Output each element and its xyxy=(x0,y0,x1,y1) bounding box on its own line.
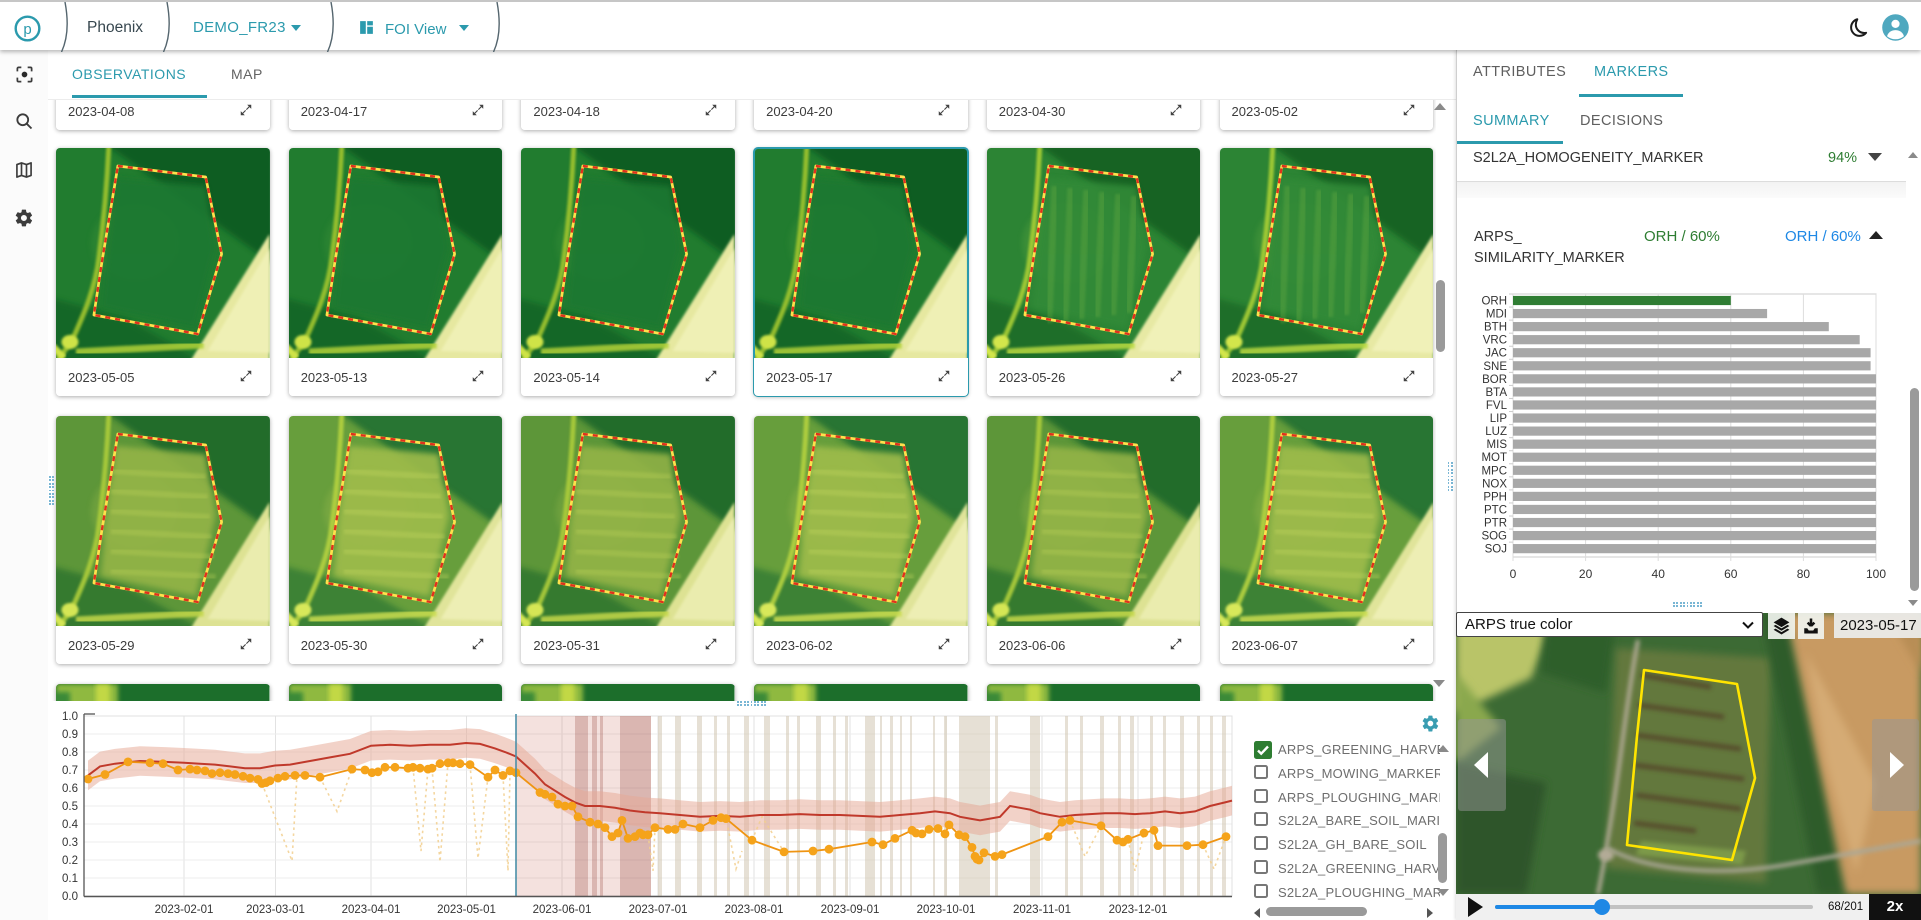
svg-text:PPH: PPH xyxy=(1483,491,1507,503)
svg-text:MOT: MOT xyxy=(1481,452,1507,464)
svg-text:SOJ: SOJ xyxy=(1485,544,1507,556)
svg-text:2023-06-01: 2023-06-01 xyxy=(533,904,592,916)
svg-text:BTA: BTA xyxy=(1485,387,1507,399)
svg-text:0.7: 0.7 xyxy=(62,765,78,777)
svg-text:0.8: 0.8 xyxy=(62,747,78,759)
svg-text:ORH: ORH xyxy=(1481,296,1507,308)
svg-text:1.0: 1.0 xyxy=(62,711,78,723)
svg-text:0.5: 0.5 xyxy=(62,801,78,813)
svg-text:MPC: MPC xyxy=(1481,465,1507,477)
svg-text:LUZ: LUZ xyxy=(1485,426,1507,438)
svg-text:0: 0 xyxy=(1510,567,1517,581)
svg-text:2023-05-01: 2023-05-01 xyxy=(437,904,496,916)
svg-text:2023-04-01: 2023-04-01 xyxy=(342,904,401,916)
svg-text:MIS: MIS xyxy=(1487,439,1508,451)
svg-text:20: 20 xyxy=(1579,567,1593,581)
svg-text:p: p xyxy=(23,21,31,38)
svg-text:SOG: SOG xyxy=(1481,531,1507,543)
svg-text:JAC: JAC xyxy=(1485,348,1507,360)
svg-text:2023-03-01: 2023-03-01 xyxy=(246,904,305,916)
svg-text:60: 60 xyxy=(1724,567,1738,581)
svg-text:40: 40 xyxy=(1652,567,1666,581)
svg-text:80: 80 xyxy=(1797,567,1811,581)
svg-text:PTC: PTC xyxy=(1484,504,1507,516)
svg-text:2023-11-01: 2023-11-01 xyxy=(1013,904,1071,916)
svg-text:2023-02-01: 2023-02-01 xyxy=(155,904,214,916)
svg-text:0.1: 0.1 xyxy=(62,873,78,885)
svg-text:PTR: PTR xyxy=(1484,518,1507,530)
svg-text:LIP: LIP xyxy=(1490,413,1508,425)
svg-text:SNE: SNE xyxy=(1483,361,1507,373)
svg-text:BTH: BTH xyxy=(1484,322,1507,334)
svg-text:MDI: MDI xyxy=(1486,309,1507,321)
svg-text:0.2: 0.2 xyxy=(62,855,78,867)
svg-text:100: 100 xyxy=(1866,567,1886,581)
svg-text:2023-12-01: 2023-12-01 xyxy=(1109,904,1168,916)
svg-text:0.6: 0.6 xyxy=(62,783,78,795)
svg-text:2023-08-01: 2023-08-01 xyxy=(725,904,784,916)
svg-text:2023-10-01: 2023-10-01 xyxy=(917,904,976,916)
svg-text:NOX: NOX xyxy=(1482,478,1507,490)
svg-text:0.0: 0.0 xyxy=(62,891,78,903)
svg-text:2023-09-01: 2023-09-01 xyxy=(821,904,880,916)
svg-text:VRC: VRC xyxy=(1483,335,1507,347)
svg-text:0.4: 0.4 xyxy=(62,819,79,831)
svg-text:FVL: FVL xyxy=(1486,400,1508,412)
svg-text:2023-07-01: 2023-07-01 xyxy=(629,904,688,916)
svg-text:0.9: 0.9 xyxy=(62,729,78,741)
svg-text:BOR: BOR xyxy=(1482,374,1507,386)
svg-text:0.3: 0.3 xyxy=(62,837,78,849)
